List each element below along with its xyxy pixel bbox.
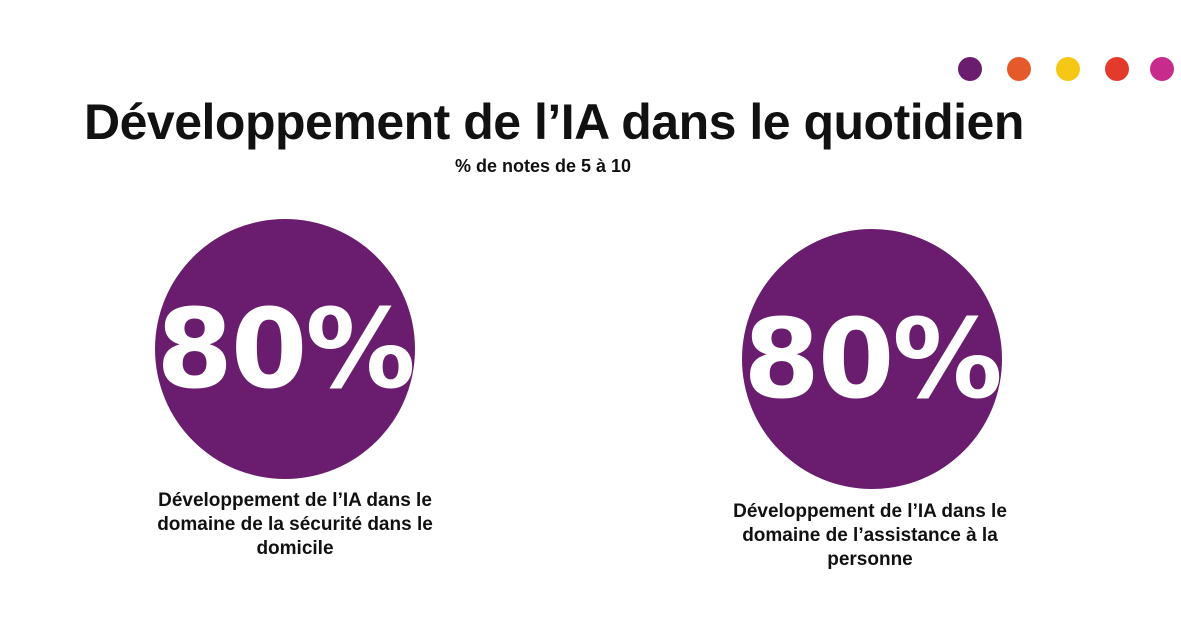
red-dot bbox=[1105, 57, 1129, 81]
magenta-dot bbox=[1150, 57, 1174, 81]
stat-circle-home-security: 80% bbox=[155, 219, 416, 479]
page-title: Développement de l’IA dans le quotidien bbox=[84, 94, 1024, 150]
yellow-dot bbox=[1056, 57, 1080, 81]
page-subtitle: % de notes de 5 à 10 bbox=[455, 156, 632, 176]
purple-dot bbox=[958, 57, 982, 81]
decorative-dots bbox=[958, 57, 1174, 81]
stat-caption-home-security: Développement de l’IA dans le domaine de… bbox=[157, 490, 433, 559]
stat-circle-personal-assistance: 80% bbox=[742, 229, 1003, 489]
stat-value-personal-assistance: 80% bbox=[743, 295, 1002, 423]
stat-caption-personal-assistance: Développement de l’IA dans le domaine de… bbox=[733, 501, 1007, 570]
stat-value-home-security: 80% bbox=[156, 285, 415, 413]
orange-dot bbox=[1007, 57, 1031, 81]
